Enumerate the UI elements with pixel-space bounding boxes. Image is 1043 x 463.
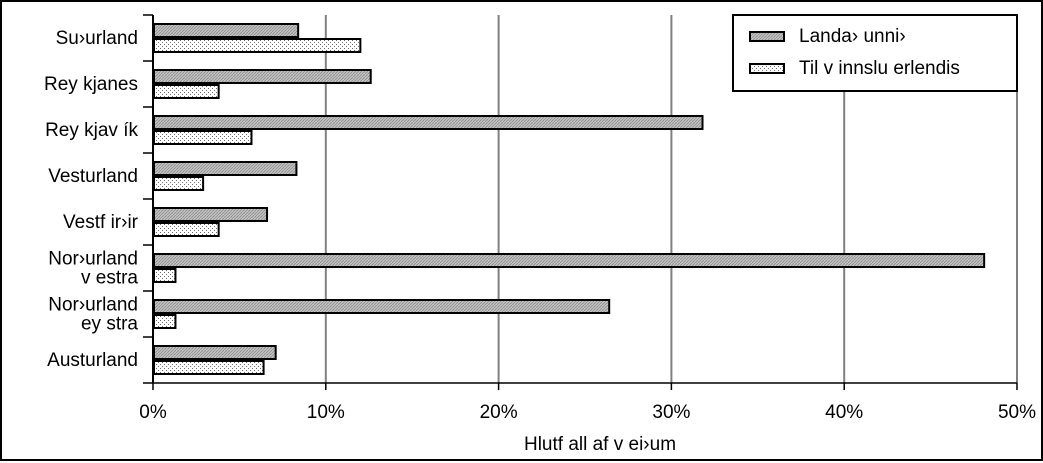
x-tick-label: 20% — [480, 402, 518, 423]
bar-series-2 — [153, 84, 220, 99]
x-tick-label: 10% — [307, 402, 345, 423]
bar-series-1 — [153, 115, 704, 130]
category-label: Vestf ir›ir — [63, 212, 139, 233]
bar-series-2 — [153, 268, 177, 283]
bar-series-2 — [153, 130, 253, 145]
bar-series-1 — [153, 69, 372, 84]
bar-series-2 — [153, 38, 362, 53]
bar-series-1 — [153, 345, 277, 360]
bar-series-2 — [153, 222, 220, 237]
legend-swatch — [749, 31, 785, 42]
x-tick-label: 30% — [652, 402, 690, 423]
category-label: Rey kjav ík — [45, 120, 138, 141]
bars — [153, 23, 986, 375]
bar-series-2 — [153, 360, 265, 375]
category-label: Rey kjanes — [44, 74, 138, 95]
category-label: Su›urland — [56, 28, 138, 49]
legend-label: Landa› unni› — [799, 26, 906, 47]
bar-series-1 — [153, 23, 300, 38]
legend-box — [732, 14, 1018, 92]
category-label: Nor›urland v estra — [48, 249, 138, 289]
category-label: Vesturland — [48, 166, 138, 187]
bar-series-2 — [153, 314, 177, 329]
axes — [143, 14, 1018, 390]
bar-series-1 — [153, 161, 298, 176]
bar-series-1 — [153, 253, 986, 268]
labels: 0% 10% 20% 30% 40% 50% Su›urland Rey kjanes Rey … — [44, 28, 1036, 455]
category-label: Austurland — [47, 350, 138, 371]
legend-swatch — [749, 63, 785, 74]
x-tick-label: 50% — [998, 402, 1036, 423]
x-axis-title: Hlutf all af v ei›um — [524, 434, 676, 455]
bar-series-1 — [153, 207, 269, 222]
bar-series-2 — [153, 176, 205, 191]
category-label: Nor›urland ey stra — [48, 295, 138, 335]
x-tick-label: 40% — [825, 402, 863, 423]
legend-label: Til v innslu erlendis — [799, 58, 960, 79]
bar-series-1 — [153, 299, 611, 314]
x-tick-label: 0% — [139, 402, 167, 423]
legend: Landa› unni› Til v innslu erlendis — [732, 14, 1018, 92]
